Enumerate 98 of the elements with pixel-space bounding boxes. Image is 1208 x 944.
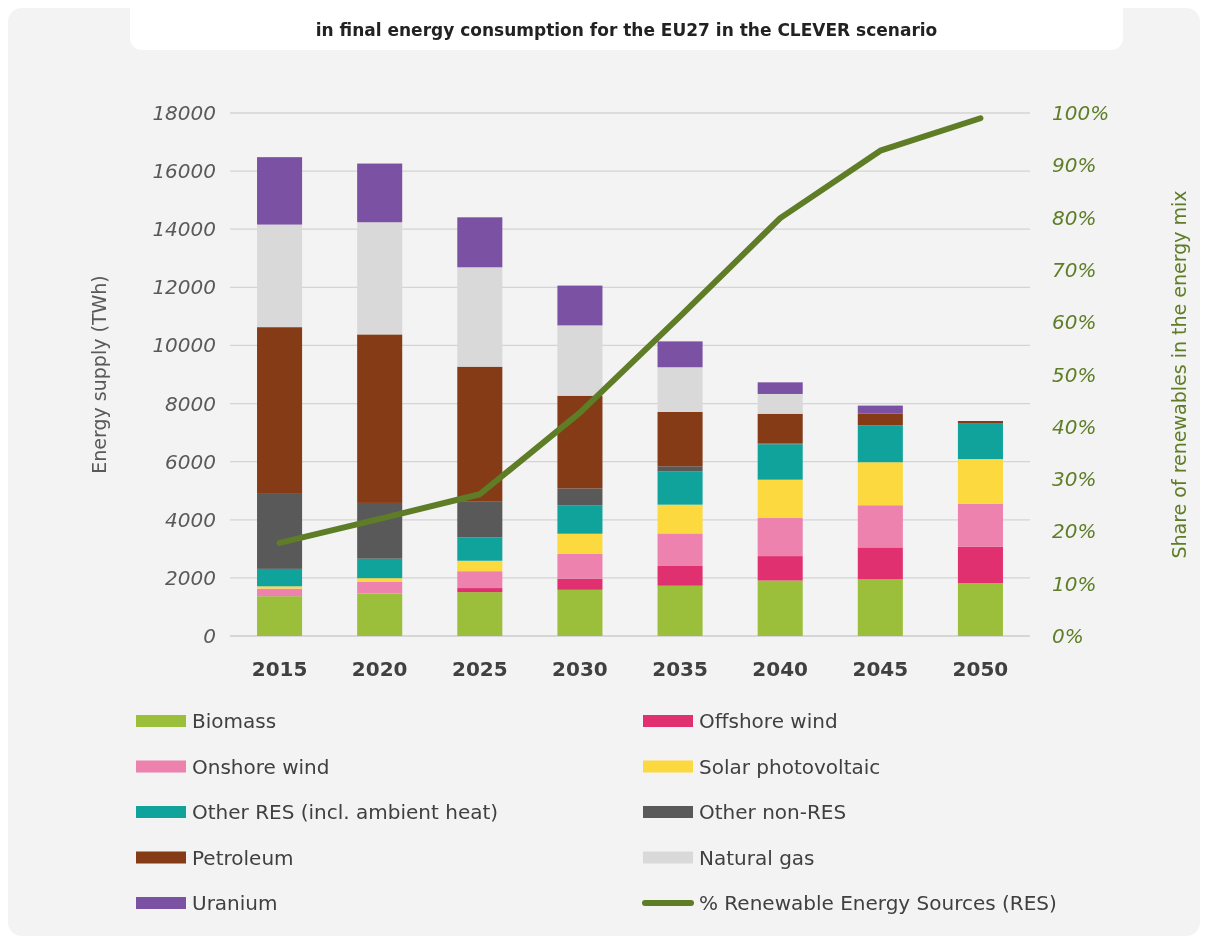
bar (657, 411, 703, 467)
bar (857, 425, 903, 463)
bar (357, 581, 403, 594)
legend-label: % Renewable Energy Sources (RES) (699, 891, 1057, 915)
y-tick-label: 12000 (152, 275, 216, 300)
bar (757, 444, 803, 480)
y2-tick-label: 80% (1052, 205, 1097, 230)
y-axis-title: Energy supply (TWh) (88, 275, 110, 474)
bar (457, 592, 503, 636)
y-tick-label: 10000 (152, 333, 216, 358)
bar (357, 163, 403, 223)
bar (357, 558, 403, 579)
bar (957, 503, 1003, 547)
bar (257, 586, 303, 589)
y2-tick-label: 70% (1052, 257, 1097, 282)
y-tick-label: 6000 (165, 449, 216, 474)
bar (957, 423, 1003, 460)
x-tick-label: 2030 (552, 657, 608, 681)
legend-label: Petroleum (192, 845, 294, 870)
legend-label: Onshore wind (192, 754, 330, 779)
x-tick-label: 2015 (251, 657, 308, 681)
bar (257, 568, 303, 587)
y2-tick-label: 10% (1052, 571, 1097, 596)
y2-tick-label: 100% (1052, 101, 1110, 125)
legend-label: Natural gas (699, 845, 815, 870)
y-tick-label: 18000 (152, 101, 216, 125)
bar (757, 556, 803, 581)
y2-tick-label: 20% (1052, 519, 1097, 544)
bar (757, 382, 803, 394)
y-tick-label: 0 (203, 624, 216, 648)
bar (357, 593, 403, 636)
bar (657, 504, 703, 534)
bar (757, 479, 803, 519)
bar (657, 565, 703, 586)
bar (657, 471, 703, 505)
x-tick-label: 2050 (952, 657, 1009, 681)
bar (457, 537, 503, 561)
bar (757, 413, 803, 444)
legend-label: Uranium (192, 891, 278, 915)
bar (357, 578, 403, 582)
bar (857, 413, 903, 426)
bar (257, 588, 303, 597)
bar (457, 366, 503, 502)
y2-tick-label: 30% (1052, 467, 1097, 492)
bar (657, 533, 703, 566)
bar (557, 505, 603, 534)
bar (257, 327, 303, 494)
bar (957, 583, 1003, 636)
legend-label: Offshore wind (699, 709, 838, 733)
bar (757, 580, 803, 636)
bar (957, 420, 1003, 424)
y2-tick-label: 90% (1052, 153, 1097, 178)
y-tick-label: 2000 (165, 565, 216, 590)
bar (657, 585, 703, 636)
bar (657, 466, 703, 472)
chart-title: in final energy consumption for the EU27 in the CLEVER scenario (315, 20, 938, 40)
bar (757, 518, 803, 557)
bar (557, 589, 603, 636)
bar (257, 157, 303, 225)
y2-tick-label: 50% (1052, 362, 1097, 387)
bar (457, 217, 503, 268)
y2-tick-label: 60% (1052, 310, 1097, 335)
y2-tick-label: 0% (1052, 624, 1084, 648)
x-tick-label: 2035 (652, 657, 708, 681)
bar (857, 547, 903, 580)
x-tick-label: 2040 (752, 657, 809, 681)
bar (557, 488, 603, 506)
legend-label: Solar photovoltaic (699, 754, 881, 779)
bar (557, 285, 603, 326)
y-tick-label: 16000 (152, 159, 216, 184)
bar (557, 533, 603, 554)
bar (457, 501, 503, 538)
legend-label: Biomass (192, 709, 277, 733)
bar (857, 579, 903, 636)
bar (557, 395, 603, 489)
bar (857, 462, 903, 506)
y-tick-label: 14000 (152, 217, 216, 242)
bar (457, 588, 503, 593)
bar (357, 334, 403, 503)
bar (957, 546, 1003, 584)
x-tick-label: 2045 (852, 657, 909, 681)
bar (857, 505, 903, 548)
y2-tick-label: 40% (1052, 414, 1097, 439)
bar (557, 578, 603, 590)
legend-label: Other RES (incl. ambient heat) (192, 800, 499, 824)
x-tick-label: 2025 (451, 657, 508, 681)
bar (657, 341, 703, 368)
bar (457, 571, 503, 589)
y-tick-label: 8000 (165, 391, 216, 416)
x-tick-label: 2020 (351, 657, 408, 681)
y-tick-label: 4000 (165, 507, 216, 532)
bar (257, 493, 303, 569)
bar (957, 459, 1003, 504)
bar (257, 596, 303, 636)
y2-axis-title: Share of renewables in the energy mix (1168, 190, 1190, 559)
bar (557, 553, 603, 579)
legend-label: Other non-RES (699, 800, 847, 824)
bar (457, 560, 503, 572)
